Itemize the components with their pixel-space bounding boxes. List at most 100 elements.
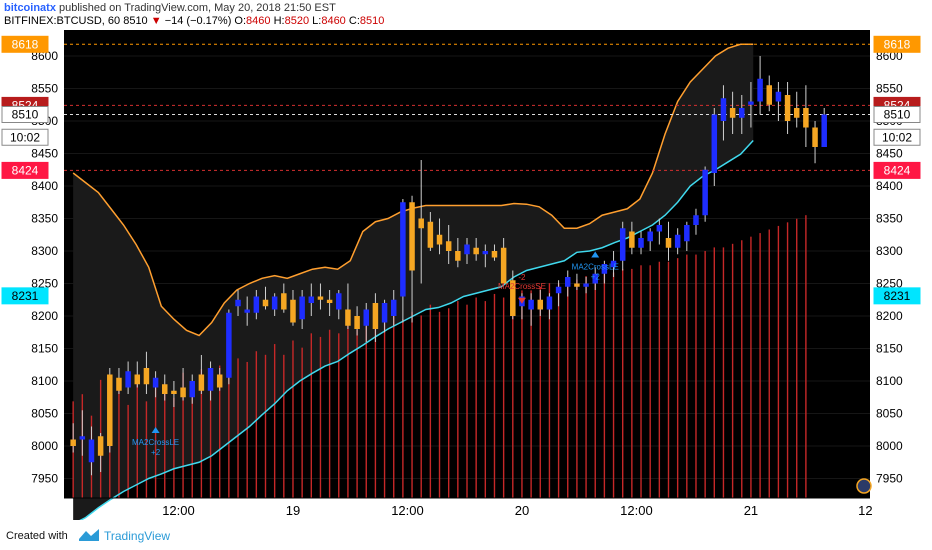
candle-body [574,283,580,287]
price-tag-text-right: 8618 [884,37,911,51]
candle-body [107,374,113,446]
symbol-info: BITFINEX:BTCUSD, 60 8510 ▼ −14 (−0.17%) … [4,15,384,27]
candle-body [656,225,663,232]
price-tag-text-right: 8424 [884,163,911,177]
volume-bar [237,358,239,498]
candle-body [235,299,241,307]
volume-bar [173,397,175,498]
volume-bar [365,326,367,498]
settings-icon[interactable] [856,478,872,494]
volume-bar [264,354,267,498]
volume-bar [713,247,715,498]
candle-body [665,238,672,248]
volume-bar [475,297,477,498]
volume-bar [521,290,523,498]
tradingview-brand[interactable]: TradingView [104,529,171,543]
y-tick-label-right: 8200 [876,309,903,323]
candle-body [674,234,681,248]
price-chart[interactable]: 7950 7950 8000 8000 8050 8050 8100 8100 8150 8150… [0,30,932,520]
band-fill [73,44,754,520]
y-tick-label-left: 8200 [31,309,58,323]
signal-sub-label: +2 [591,273,601,282]
volume-bar [411,311,413,498]
candle-body [757,78,763,102]
candle-body [766,85,772,105]
symbol-label[interactable]: BITFINEX:BTCUSD, 60 [4,15,121,27]
y-tick-label-right: 8450 [876,147,903,161]
high-label: H: [273,15,285,27]
candle-body [739,108,745,118]
candle-body [409,202,415,271]
price-change: −14 (−0.17%) [164,15,232,27]
volume-bar [255,351,258,498]
candle-body [629,231,635,248]
volume-bar [686,254,688,498]
volume-bar [777,225,780,499]
candle-body [281,293,287,310]
y-tick-label-left: 8350 [31,212,58,226]
volume-bar [457,301,459,498]
volume-bar [576,279,578,498]
volume-bar [603,272,606,498]
volume-bar [338,333,340,498]
volume-bar [383,322,386,498]
candle-body [226,312,232,378]
volume-bar [539,286,541,498]
candle-body [537,299,544,310]
volume-bar [191,390,193,498]
candle-body [583,283,589,287]
candle-body [592,273,598,284]
candle-body [729,108,736,118]
volume-bar [447,308,450,498]
x-tick-label: 12 [858,503,872,518]
volume-bar [484,301,487,498]
candle-body [180,387,186,398]
candle-body [601,264,608,274]
candle-body [684,225,690,242]
volume-bar [722,247,725,498]
candle-body [693,215,699,225]
author-link[interactable]: bitcoinatx [4,2,56,14]
candle-body [473,247,479,255]
volume-bar [319,336,322,498]
candle-body [345,309,351,326]
candle-body [711,114,718,173]
volume-bar [759,233,761,498]
y-tick-label-right: 8150 [876,342,903,356]
candle-body [326,299,333,303]
candle-body [793,108,800,118]
price-tag-text-left: 8618 [12,37,39,51]
candle-body [189,381,195,398]
volume-bar [347,322,349,498]
y-tick-label-left: 7950 [31,472,58,486]
open-value: 8460 [246,15,271,27]
candle-body [500,247,507,284]
volume-bar [228,369,230,498]
candle-body [491,251,498,258]
signal-arrow-up-icon [151,427,160,433]
candle-body [775,91,782,102]
volume-bar [567,279,569,498]
candle-body [528,299,534,310]
y-tick-label-left: 8250 [31,277,58,291]
candle-body [702,169,708,216]
volume-bar [768,229,770,498]
candle-body [546,296,553,310]
volume-bar [512,293,514,498]
volume-bar [731,243,734,498]
candle-body [812,127,818,147]
y-tick-label-left: 8050 [31,407,58,421]
candle-body [171,390,177,394]
tradingview-logo-icon[interactable] [78,527,100,543]
created-with-text: Created with [6,530,68,542]
volume-bar [154,387,157,498]
y-tick-label-left: 8450 [31,147,58,161]
y-tick-label-left: 8000 [31,439,58,453]
footer: Created with TradingView [0,520,932,550]
candle-body [262,299,269,307]
candle-body [97,436,104,456]
volume-bar [429,304,432,498]
candle-body [427,221,434,248]
volume-bar [402,319,404,498]
y-tick-label-left: 8150 [31,342,58,356]
